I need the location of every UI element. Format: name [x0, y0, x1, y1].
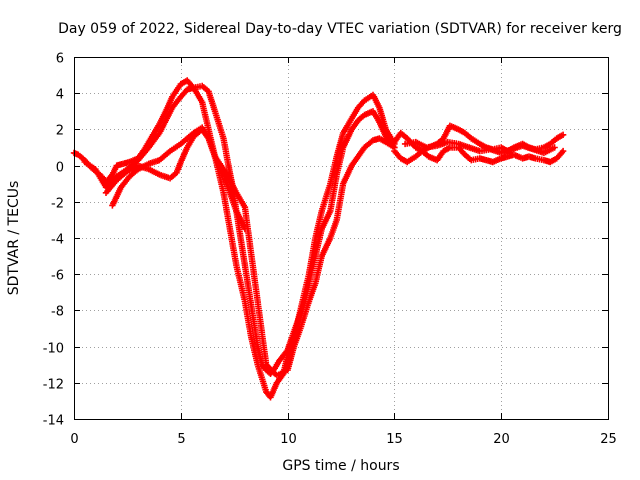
y-tick-label: -4 [51, 233, 64, 248]
x-tick-label: 10 [280, 432, 297, 447]
y-tick-label: -2 [51, 197, 64, 212]
x-tick-label: 20 [493, 432, 510, 447]
series-density-markers [392, 144, 566, 165]
series-track-F [391, 144, 567, 166]
tick-layer: -14 -12 -10 -8 -6 -4 -2 0 2 4 6 0 5 10 15 20 25 [43, 52, 617, 448]
y-tick-label: 2 [56, 124, 64, 139]
x-tick-label: 25 [600, 432, 617, 447]
x-tick-label: 5 [177, 432, 185, 447]
x-tick-label: 0 [70, 432, 78, 447]
series-track-D [102, 126, 249, 233]
series-density-markers [404, 139, 556, 156]
series-track-G [401, 138, 558, 157]
y-tick-label: -14 [43, 414, 64, 429]
x-axis-label: GPS time / hours [282, 458, 399, 474]
y-tick-label: -6 [51, 269, 64, 284]
y-tick-label: 0 [56, 161, 64, 176]
y-axis-label: SDTVAR / TECUs [6, 181, 22, 296]
x-tick-label: 15 [386, 432, 403, 447]
y-tick-label: -8 [51, 305, 64, 320]
series-density-markers [104, 127, 248, 231]
y-tick-label: -10 [43, 342, 64, 357]
y-tick-label: -12 [43, 378, 64, 393]
data-layer [70, 77, 567, 401]
y-tick-label: 4 [56, 88, 64, 103]
grid-layer [74, 57, 608, 419]
chart-title: Day 059 of 2022, Sidereal Day-to-day VTE… [58, 21, 622, 37]
y-tick-label: 6 [56, 52, 64, 67]
